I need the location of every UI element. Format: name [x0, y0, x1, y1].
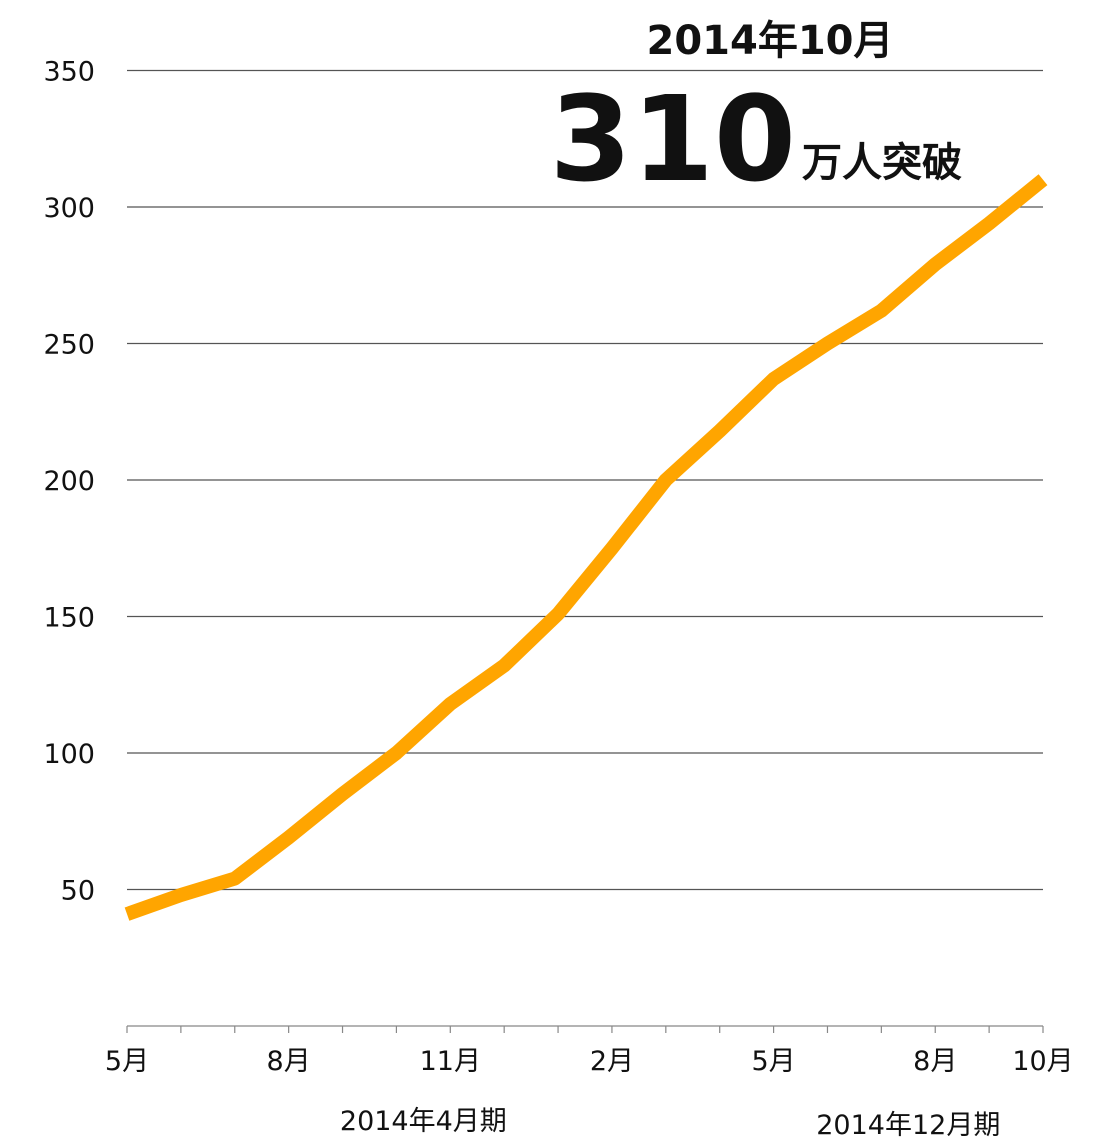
- series-line: [124, 174, 1048, 921]
- x-tick-label: 8月: [267, 1046, 311, 1077]
- period-label: 2014年12月期: [816, 1110, 1000, 1140]
- x-tick-label: 2月: [590, 1046, 634, 1077]
- x-tick-label: 10月: [1012, 1046, 1073, 1077]
- series-layer: [124, 174, 1048, 921]
- y-tick-label: 350: [43, 57, 95, 88]
- y-tick-label: 150: [43, 603, 95, 634]
- x-tick-label: 5月: [105, 1046, 149, 1077]
- headline-number: 310: [550, 70, 796, 208]
- x-tick-label: 5月: [751, 1046, 795, 1077]
- headline-date: 2014年10月: [647, 18, 894, 64]
- headline-unit: 万人突破: [802, 140, 962, 186]
- gridlines: [127, 69, 1043, 891]
- y-tick-label: 300: [43, 193, 95, 224]
- y-tick-label: 50: [61, 876, 95, 907]
- y-tick-label: 200: [43, 466, 95, 497]
- y-tick-label: 250: [43, 330, 95, 361]
- x-tick-label: 8月: [913, 1046, 957, 1077]
- y-axis-ticks: 50 100 150 200 250 300 350: [43, 57, 95, 907]
- y-tick-label: 100: [43, 739, 95, 770]
- x-axis: [126, 1025, 1044, 1033]
- period-labels: 2014年4月期 2014年12月期: [340, 1106, 1000, 1140]
- x-axis-tick-labels: 5月 8月 11月 2月 5月 8月 10月: [105, 1046, 1074, 1077]
- headline: 2014年10月 310 万人突破: [550, 18, 962, 208]
- period-label: 2014年4月期: [340, 1106, 507, 1137]
- x-tick-label: 11月: [420, 1046, 481, 1077]
